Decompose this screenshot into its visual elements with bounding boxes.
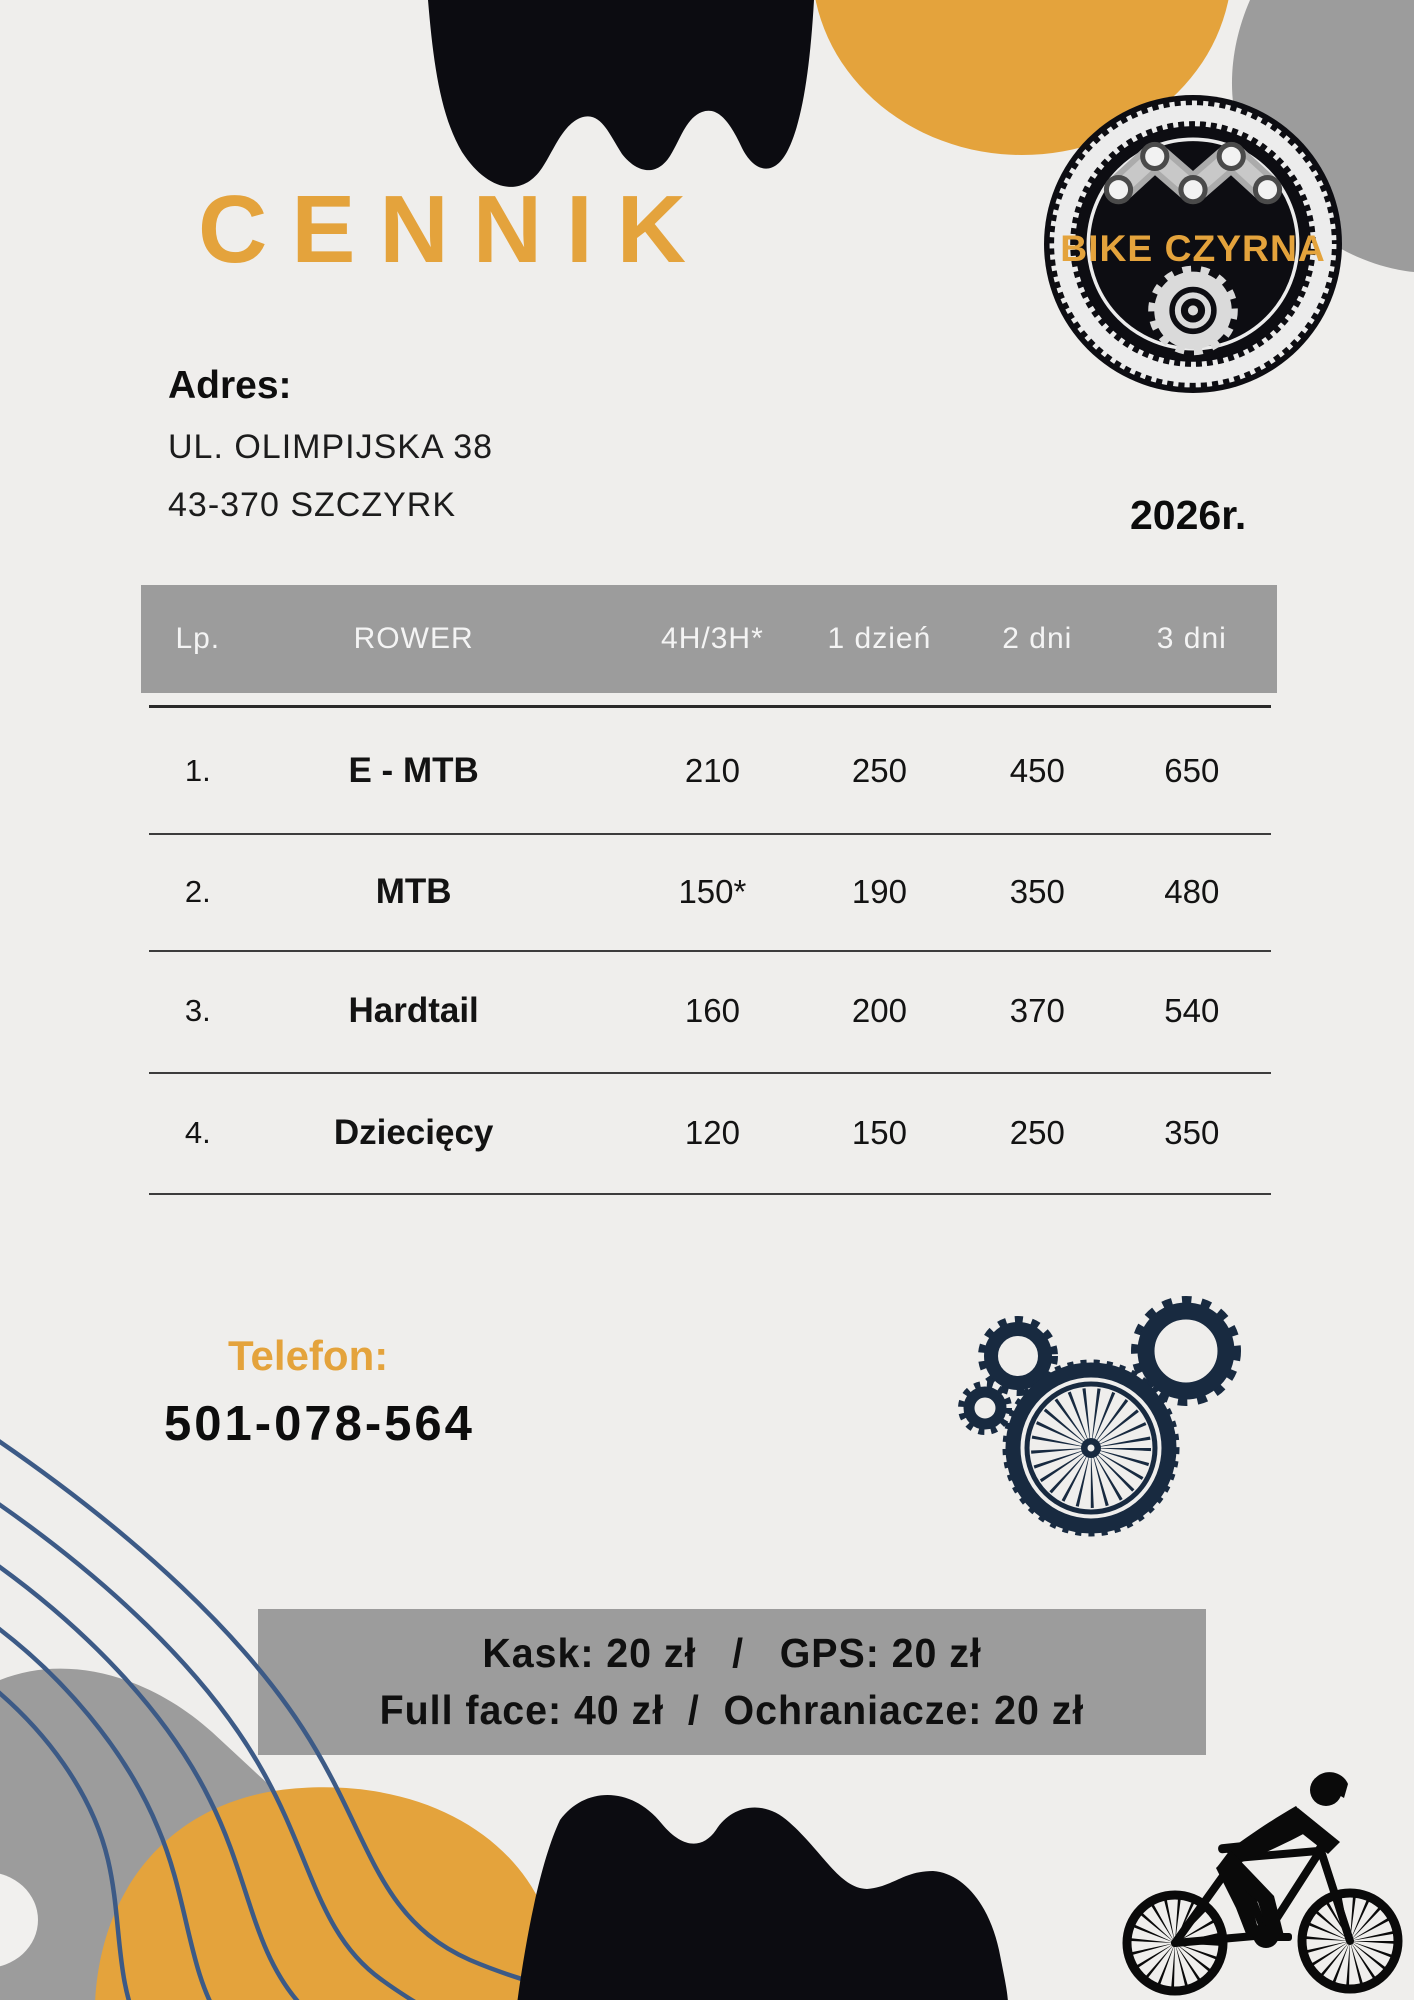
- price-4h: 210: [684, 752, 740, 789]
- table-row: 1. E - MTB 210 250 450 650: [141, 709, 1277, 833]
- address-street: UL. OLIMPIJSKA 38: [168, 428, 494, 466]
- price-table: Lp. ROWER 4H/3H* 1 dzień 2 dni 3 dni 1. …: [141, 585, 1277, 1197]
- white-blob: [0, 1873, 38, 1967]
- bike-name: MTB: [375, 871, 452, 911]
- bike-czyrna-logo: BIKE CZYRNA: [1044, 95, 1342, 393]
- bike-name: E - MTB: [348, 751, 479, 790]
- table-divider: [149, 950, 1271, 952]
- extras-line-2: Full face: 40 zł / Ochraniacze: 20 zł: [379, 1687, 1085, 1733]
- sprocket-icon: [1148, 265, 1238, 356]
- year-label: 2026r.: [1130, 492, 1247, 538]
- col-header-rower: ROWER: [353, 622, 474, 655]
- row-number: 1.: [184, 753, 211, 788]
- col-header-1dzien: 1 dzień: [827, 622, 932, 655]
- gray-blob: [1231, 0, 1414, 272]
- price-1day: 250: [851, 752, 907, 789]
- price-4h: 120: [684, 1113, 740, 1151]
- gears-wheel-illustration: [958, 1296, 1241, 1537]
- price-2days: 350: [1009, 872, 1065, 910]
- price-1day: 200: [851, 992, 907, 1029]
- price-3days: 650: [1164, 752, 1220, 789]
- bike-wheel-icon: [1002, 1359, 1180, 1537]
- chain-pins: [1103, 141, 1283, 205]
- price-1day: 190: [851, 872, 907, 910]
- price-table-header: Lp. ROWER 4H/3H* 1 dzień 2 dni 3 dni: [141, 585, 1277, 693]
- wheel-hub-center: [1087, 1444, 1095, 1452]
- table-row: 2. MTB 150* 190 350 480: [141, 833, 1277, 950]
- table-divider: [149, 833, 1271, 835]
- row-number: 2.: [184, 873, 211, 909]
- top-decor-blobs: [428, 0, 1414, 272]
- table-divider: [149, 1193, 1271, 1195]
- black-blob: [428, 0, 814, 187]
- bike-name: Hardtail: [348, 991, 479, 1030]
- page-title: CENNIK: [198, 176, 711, 283]
- price-3days: 350: [1164, 1113, 1220, 1151]
- price-4h: 160: [684, 992, 740, 1029]
- price-2days: 450: [1009, 752, 1065, 789]
- bottom-decor: [0, 1439, 1008, 2000]
- gear-icon-large: [1131, 1296, 1241, 1406]
- cyclist-icon: [1122, 1772, 1403, 1996]
- gear-icon-small: [958, 1381, 1012, 1435]
- address-label: Adres:: [168, 364, 292, 407]
- phone-number: 501-078-564: [164, 1397, 475, 1451]
- address-city: 43-370 SZCZYRK: [168, 486, 456, 524]
- price-3days: 480: [1164, 872, 1220, 910]
- price-2days: 370: [1009, 992, 1065, 1029]
- bike-name: Dziecięcy: [333, 1112, 494, 1152]
- logo-tire-ring: [1054, 105, 1332, 383]
- table-divider: [149, 1072, 1271, 1074]
- row-number: 4.: [184, 1114, 211, 1150]
- logo-text: BIKE CZYRNA: [1060, 227, 1326, 269]
- row-number: 3.: [184, 993, 211, 1028]
- phone-label: Telefon:: [228, 1332, 389, 1379]
- extras-price-box: Kask: 20 zł / GPS: 20 zł Full face: 40 z…: [258, 1609, 1206, 1755]
- table-divider: [149, 705, 1271, 708]
- black-blob-bottom: [517, 1795, 1008, 2000]
- col-header-lp: Lp.: [175, 622, 221, 655]
- price-1day: 150: [851, 1113, 907, 1151]
- extras-line-1: Kask: 20 zł / GPS: 20 zł: [482, 1630, 982, 1676]
- col-header-4h: 4H/3H*: [661, 622, 764, 655]
- price-2days: 250: [1009, 1113, 1065, 1151]
- table-row: 4. Dziecięcy 120 150 250 350: [141, 1072, 1277, 1193]
- logo-tire-teeth-inner: [1067, 118, 1319, 370]
- table-row: 3. Hardtail 160 200 370 540: [141, 950, 1277, 1072]
- gear-icon-medium: [978, 1316, 1058, 1396]
- price-3days: 540: [1164, 992, 1220, 1029]
- price-4h: 150*: [678, 872, 747, 910]
- col-header-3dni: 3 dni: [1156, 622, 1227, 655]
- col-header-2dni: 2 dni: [1002, 622, 1073, 655]
